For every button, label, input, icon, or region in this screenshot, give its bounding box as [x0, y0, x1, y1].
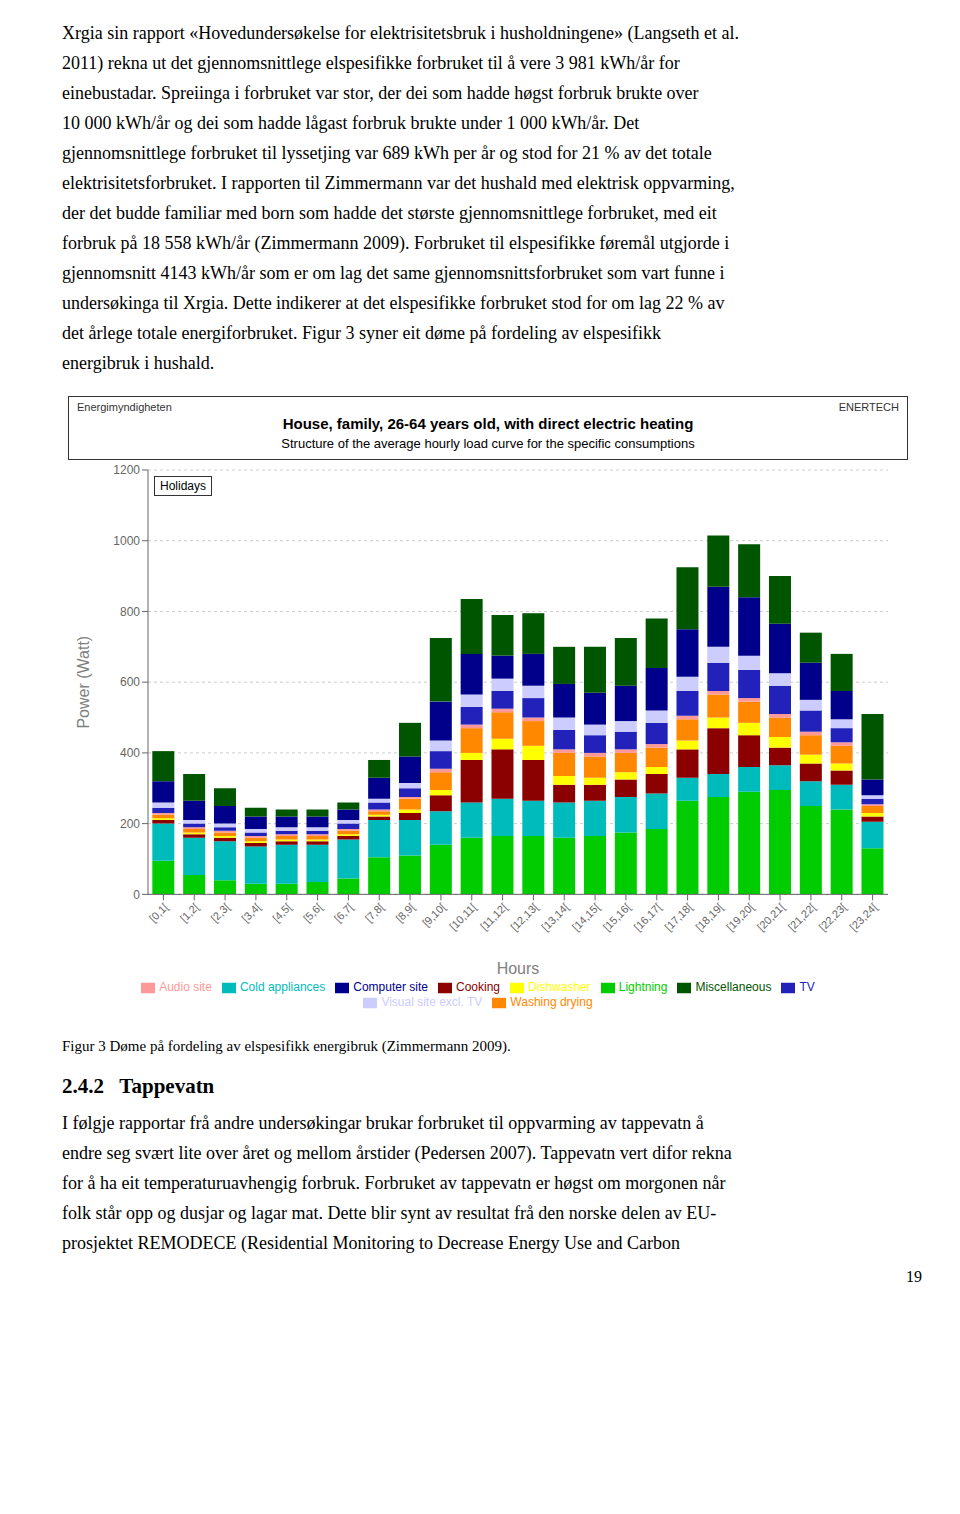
svg-text:[17,18[: [17,18[	[662, 901, 694, 933]
svg-text:Power (Watt): Power (Watt)	[75, 636, 92, 729]
svg-text:[8,9[: [8,9[	[393, 901, 417, 925]
html-text:Cooking: Cooking	[456, 980, 500, 995]
html-text:Miscellaneous: Miscellaneous	[695, 980, 772, 995]
svg-text:[23,24[: [23,24[	[847, 901, 879, 933]
html-text:prosjektet REMODECE (Residenti: prosjektet REMODECE (Residential Monitor…	[62, 1233, 680, 1253]
svg-text:800: 800	[120, 605, 140, 619]
svg-text:[0,1[: [0,1[	[147, 901, 171, 925]
svg-text:600: 600	[120, 675, 140, 689]
svg-text:[21,22[: [21,22[	[786, 901, 818, 933]
html-text:einebustadar. Spreiinga i forb: einebustadar. Spreiinga i forbruket var …	[62, 83, 699, 103]
html-text:19: 19	[906, 1268, 922, 1285]
svg-text:[10,11[: [10,11[	[447, 901, 479, 933]
svg-text:[9,10[: [9,10[	[420, 901, 448, 929]
html-text:energibruk i hushald.: energibruk i hushald.	[62, 353, 215, 373]
html-text:I følgje rapportar frå andre u: I følgje rapportar frå andre undersøking…	[62, 1113, 704, 1133]
svg-text:Hours: Hours	[497, 960, 540, 977]
svg-text:[7,8[: [7,8[	[363, 901, 387, 925]
svg-text:[2,3[: [2,3[	[208, 901, 232, 925]
html-text:TV: TV	[799, 980, 815, 995]
html-text:endre seg svært lite over året: endre seg svært lite over året og mellom…	[62, 1143, 732, 1163]
svg-text:[4,5[: [4,5[	[270, 901, 294, 925]
svg-text:[3,4[: [3,4[	[239, 901, 263, 925]
html-text:folk står opp og dusjar og lag: folk står opp og dusjar og lagar mat. De…	[62, 1203, 717, 1223]
html-text:gjennomsnittlege forbruket til: gjennomsnittlege forbruket til lyssetjin…	[62, 143, 712, 163]
html-text:Structure of the average hourl: Structure of the average hourly load cur…	[281, 436, 695, 451]
html-text:ENERTECH: ENERTECH	[838, 401, 899, 413]
html-text:Holidays: Holidays	[160, 479, 206, 493]
svg-text:1200: 1200	[113, 463, 140, 477]
svg-text:1000: 1000	[113, 534, 140, 548]
svg-text:[16,17[: [16,17[	[631, 901, 663, 933]
html-text:2.4.2 Tappevatn: 2.4.2 Tappevatn	[62, 1074, 215, 1098]
html-text:for å ha eit temperaturuavheng: for å ha eit temperaturuavhengig forbruk…	[62, 1173, 726, 1193]
html-text:det årlege totale energiforbru: det årlege totale energiforbruket. Figur…	[62, 323, 661, 343]
svg-text:0: 0	[133, 888, 140, 902]
svg-text:[6,7[: [6,7[	[332, 901, 356, 925]
html-text:Energimyndigheten: Energimyndigheten	[77, 401, 172, 413]
svg-text:[14,15[: [14,15[	[570, 901, 602, 933]
html-text:undersøkinga til Xrgia. Dette: undersøkinga til Xrgia. Dette indikerer …	[62, 293, 725, 313]
html-text:House, family, 26-64 years old: House, family, 26-64 years old, with dir…	[282, 415, 694, 432]
svg-text:[12,13[: [12,13[	[508, 901, 540, 933]
html-text:gjennomsnitt 4143 kWh/år som e: gjennomsnitt 4143 kWh/år som er om lag d…	[62, 263, 725, 283]
html-text:10 000 kWh/år og dei som hadde: 10 000 kWh/år og dei som hadde lågast fo…	[62, 113, 640, 133]
svg-text:[13,14[: [13,14[	[539, 901, 571, 933]
html-text:Washing drying: Washing drying	[510, 995, 593, 1010]
svg-text:200: 200	[120, 817, 140, 831]
svg-text:[18,19[: [18,19[	[693, 901, 725, 933]
html-text:Figur 3 Døme på fordeling av e: Figur 3 Døme på fordeling av elspesifikk…	[62, 1038, 511, 1054]
html-text:Visual site excl. TV: Visual site excl. TV	[381, 995, 483, 1010]
html-text:Computer site: Computer site	[353, 980, 428, 995]
svg-text:[5,6[: [5,6[	[301, 901, 325, 925]
svg-text:[19,20[: [19,20[	[724, 901, 756, 933]
html-text:forbruk på 18 558 kWh/år (Zimm: forbruk på 18 558 kWh/år (Zimmermann 200…	[62, 233, 730, 253]
html-text:der det budde familiar med bor: der det budde familiar med born som hadd…	[62, 203, 717, 223]
svg-text:[20,21[: [20,21[	[755, 901, 787, 933]
svg-text:[11,12[: [11,12[	[478, 901, 510, 933]
svg-text:[22,23[: [22,23[	[816, 901, 848, 933]
html-text:2011) rekna ut det gjennomsnit: 2011) rekna ut det gjennomsnittlege elsp…	[62, 53, 680, 73]
html-text:elektrisitetsforbruket. I rapp: elektrisitetsforbruket. I rapporten til …	[62, 173, 735, 193]
html-text:Dishwasher: Dishwasher	[528, 980, 591, 995]
svg-text:400: 400	[120, 746, 140, 760]
svg-text:[15,16[: [15,16[	[601, 901, 633, 933]
html-text:Cold appliances: Cold appliances	[239, 980, 326, 995]
html-text:Lightning: Lightning	[618, 980, 668, 995]
html-text:Xrgia sin rapport «Hovedunders: Xrgia sin rapport «Hovedundersøkelse for…	[62, 23, 739, 43]
svg-text:[1,2[: [1,2[	[178, 901, 202, 925]
html-text:Audio site: Audio site	[159, 980, 212, 995]
